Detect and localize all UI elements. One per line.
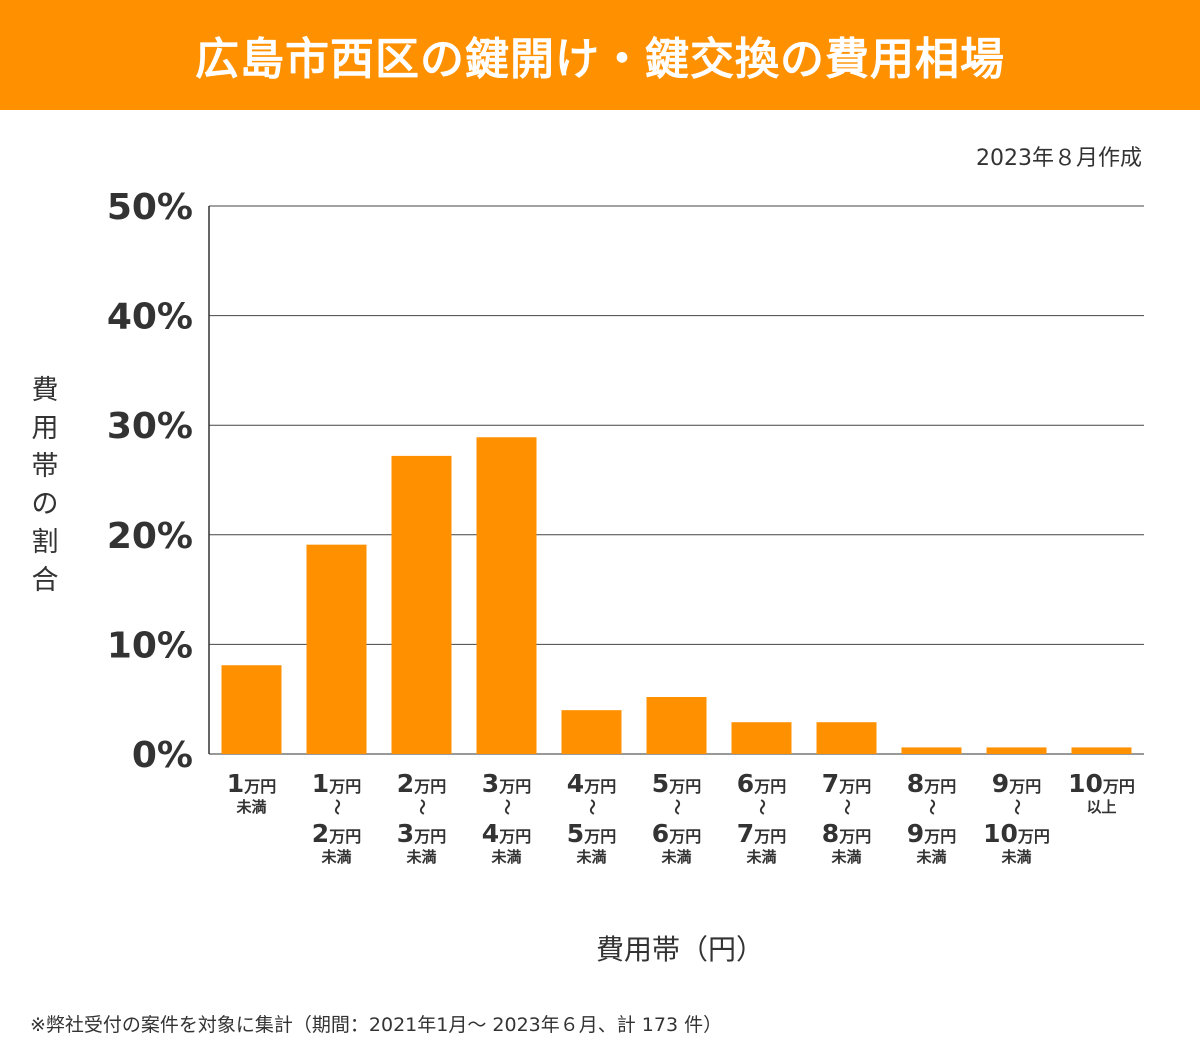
x-tick-label: 未満 (830, 848, 861, 866)
x-tick-label: 未満 (575, 848, 606, 866)
chart-title: 広島市西区の鍵開け・鍵交換の費用相場 (195, 34, 1005, 85)
title-banner: 広島市西区の鍵開け・鍵交換の費用相場 (0, 0, 1200, 110)
y-tick-label: 10% (107, 625, 193, 666)
bar (561, 710, 622, 754)
bar (986, 747, 1047, 754)
x-tick-label: 〜 (923, 799, 942, 815)
x-tick-label: 未満 (320, 848, 351, 866)
x-tick-label: 10万円 (983, 819, 1050, 848)
x-tick-label: 5万円 (567, 819, 616, 848)
x-tick-label: 未満 (405, 848, 436, 866)
x-tick-label: 2万円 (397, 769, 446, 798)
x-tick-label: 9万円 (992, 769, 1041, 798)
x-tick-label: 3万円 (482, 769, 531, 798)
y-tick-label: 30% (107, 406, 193, 447)
x-tick-label: 〜 (668, 799, 687, 815)
x-tick-label: 8万円 (822, 819, 871, 848)
x-tick-label: 7万円 (737, 819, 786, 848)
x-tick-label: 〜 (413, 799, 432, 815)
y-tick-label: 20% (107, 516, 193, 557)
created-date: 2023年８月作成 (976, 146, 1142, 171)
bar (476, 437, 537, 754)
bar (731, 722, 792, 754)
x-tick-label: 2万円 (312, 819, 361, 848)
y-tick-label: 0% (132, 735, 193, 776)
x-tick-label: 未満 (235, 798, 266, 816)
bar (646, 697, 707, 754)
x-tick-label: 未満 (915, 848, 946, 866)
x-tick-label: 8万円 (907, 769, 956, 798)
y-tick-label: 50% (107, 187, 193, 228)
x-tick-label: 4万円 (482, 819, 531, 848)
bar (221, 665, 282, 754)
y-tick-label: 40% (107, 297, 193, 338)
x-tick-label: 〜 (583, 799, 602, 815)
x-tick-label: 6万円 (652, 819, 701, 848)
x-tick-label: 未満 (745, 848, 776, 866)
x-tick-label: 〜 (1008, 799, 1027, 815)
x-tick-label: 1万円 (312, 769, 361, 798)
x-tick-label: 〜 (753, 799, 772, 815)
x-tick-label: 〜 (838, 799, 857, 815)
bar (306, 544, 367, 754)
x-tick-label: 以上 (1086, 798, 1116, 816)
bar (901, 747, 962, 754)
x-tick-label: 5万円 (652, 769, 701, 798)
x-tick-label: 〜 (498, 799, 517, 815)
x-tick-label: 10万円 (1068, 769, 1135, 798)
bar (391, 455, 452, 754)
y-axis-label: 費用帯の割合 (31, 375, 59, 596)
x-tick-label: 未満 (1000, 848, 1031, 866)
bar (816, 722, 877, 754)
x-axis-label: 費用帯（円） (595, 933, 764, 966)
x-tick-label: 4万円 (567, 769, 616, 798)
x-tick-label: 未満 (490, 848, 521, 866)
x-tick-label: 〜 (328, 799, 347, 815)
x-tick-label: 1万円 (227, 769, 276, 798)
bar (1071, 747, 1132, 754)
x-tick-label: 7万円 (822, 769, 871, 798)
x-tick-label: 未満 (660, 848, 691, 866)
x-tick-label: 6万円 (737, 769, 786, 798)
x-tick-label: 9万円 (907, 819, 956, 848)
footnote: ※弊社受付の案件を対象に集計（期間：2021年1月～ 2023年６月、計 173… (30, 1014, 723, 1036)
x-tick-label: 3万円 (397, 819, 446, 848)
